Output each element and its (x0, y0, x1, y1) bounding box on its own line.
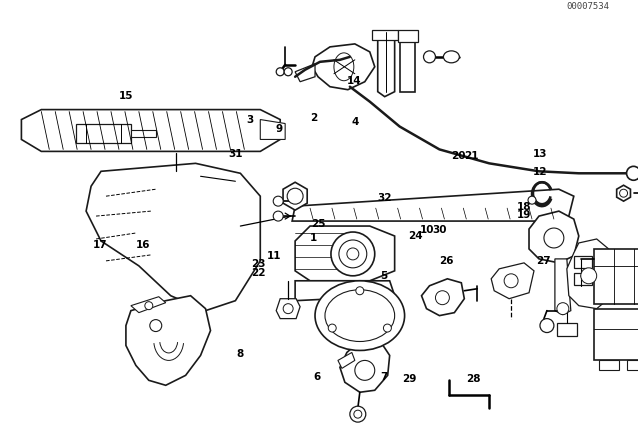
Polygon shape (21, 110, 280, 151)
Polygon shape (340, 340, 390, 392)
Bar (594, 249, 640, 304)
Bar (598, 360, 619, 370)
Text: 14: 14 (346, 77, 361, 86)
Bar (594, 309, 640, 360)
Polygon shape (491, 263, 534, 299)
Bar (574, 273, 592, 285)
Bar (397, 30, 417, 42)
Polygon shape (567, 239, 609, 309)
Polygon shape (399, 40, 415, 92)
Circle shape (273, 196, 283, 206)
Circle shape (287, 188, 303, 204)
Circle shape (150, 319, 162, 332)
Polygon shape (76, 124, 131, 143)
Text: 5: 5 (380, 271, 387, 281)
Circle shape (627, 166, 640, 180)
Text: 28: 28 (466, 374, 480, 384)
Polygon shape (292, 189, 574, 221)
Circle shape (544, 228, 564, 248)
Bar (574, 256, 592, 268)
Text: 12: 12 (532, 167, 547, 177)
Polygon shape (422, 279, 465, 316)
Circle shape (424, 51, 435, 63)
Text: 00007534: 00007534 (567, 2, 610, 11)
Text: 20: 20 (452, 151, 466, 161)
Polygon shape (529, 211, 579, 263)
Circle shape (276, 68, 284, 76)
Text: 11: 11 (267, 251, 282, 261)
Text: 23: 23 (251, 259, 266, 269)
Circle shape (350, 406, 366, 422)
Text: 7: 7 (380, 372, 387, 382)
Polygon shape (126, 296, 211, 385)
Circle shape (339, 240, 367, 268)
Circle shape (435, 291, 449, 305)
Text: 4: 4 (351, 117, 359, 128)
Circle shape (273, 211, 283, 221)
Polygon shape (295, 64, 315, 82)
Circle shape (557, 303, 569, 314)
Text: 1: 1 (310, 233, 317, 243)
Text: 17: 17 (93, 240, 108, 250)
Text: 27: 27 (536, 256, 550, 266)
Text: 22: 22 (251, 268, 266, 278)
Text: 21: 21 (465, 151, 479, 161)
Circle shape (331, 232, 375, 276)
Circle shape (540, 319, 554, 332)
Circle shape (580, 268, 596, 284)
Circle shape (354, 410, 362, 418)
Text: 30: 30 (433, 224, 447, 234)
Polygon shape (295, 226, 395, 281)
Circle shape (145, 302, 153, 310)
Text: 3: 3 (246, 115, 253, 125)
Circle shape (355, 360, 375, 380)
Polygon shape (295, 281, 395, 301)
Text: 26: 26 (439, 256, 453, 266)
Circle shape (528, 196, 536, 204)
Ellipse shape (315, 281, 404, 350)
Polygon shape (338, 353, 355, 368)
Text: 31: 31 (228, 149, 243, 159)
Text: 8: 8 (237, 349, 244, 359)
Text: 10: 10 (420, 224, 435, 234)
Polygon shape (283, 182, 307, 210)
Polygon shape (131, 129, 156, 138)
Text: 24: 24 (408, 231, 423, 241)
Circle shape (356, 287, 364, 295)
Circle shape (347, 248, 359, 260)
Text: 15: 15 (118, 91, 133, 101)
Text: 13: 13 (532, 149, 547, 159)
Text: 16: 16 (136, 240, 150, 250)
Text: 29: 29 (402, 374, 417, 384)
Text: 32: 32 (378, 193, 392, 203)
Polygon shape (555, 259, 571, 314)
Circle shape (504, 274, 518, 288)
Circle shape (328, 324, 336, 332)
Text: 19: 19 (516, 210, 531, 220)
Polygon shape (276, 299, 300, 319)
Polygon shape (131, 297, 166, 313)
Circle shape (383, 324, 392, 332)
Text: 6: 6 (313, 372, 321, 382)
Polygon shape (378, 32, 395, 97)
Text: 9: 9 (275, 124, 282, 134)
Polygon shape (312, 44, 375, 90)
Polygon shape (372, 30, 397, 40)
Text: 18: 18 (516, 202, 531, 212)
Ellipse shape (444, 51, 460, 63)
Text: 2: 2 (310, 113, 317, 123)
Text: 25: 25 (311, 219, 325, 229)
Bar (627, 360, 640, 370)
Polygon shape (617, 185, 630, 201)
Ellipse shape (325, 290, 395, 341)
Circle shape (283, 304, 293, 314)
Circle shape (620, 189, 628, 197)
Polygon shape (260, 120, 285, 139)
Polygon shape (557, 323, 577, 336)
Circle shape (284, 68, 292, 76)
Polygon shape (86, 164, 260, 310)
